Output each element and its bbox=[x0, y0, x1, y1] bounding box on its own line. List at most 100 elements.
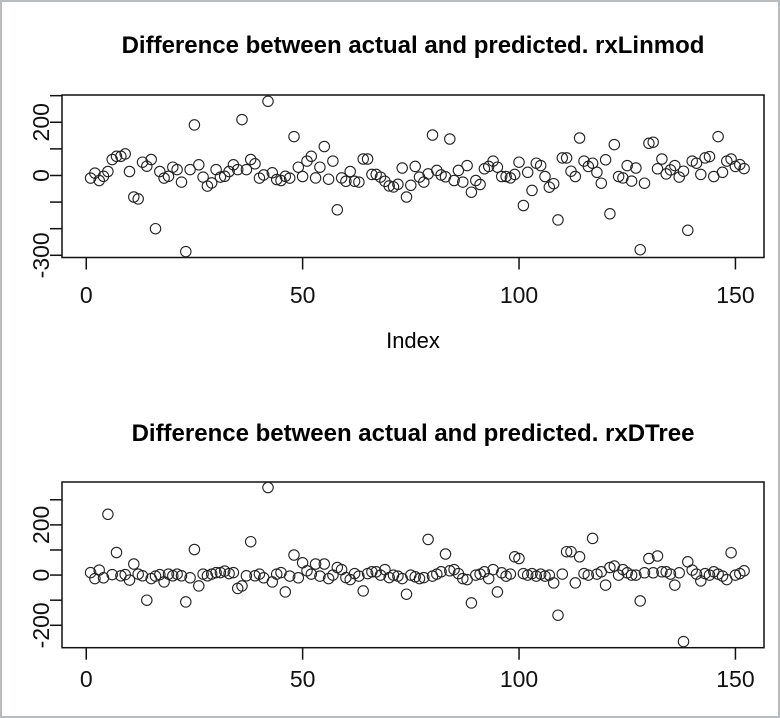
plot1-data-point bbox=[283, 172, 296, 184]
plot2-y-tick-label: 0 bbox=[28, 569, 54, 582]
plot1-data-point bbox=[573, 132, 586, 144]
plot2-data-point bbox=[309, 558, 322, 570]
plot2-data-point bbox=[353, 570, 365, 582]
plot2-data-point bbox=[262, 481, 274, 494]
plot1-data-point bbox=[188, 119, 201, 131]
plot2-data-point bbox=[669, 579, 681, 591]
plot1-data-point bbox=[738, 162, 750, 175]
plot1-data-point bbox=[136, 156, 149, 168]
plot2-data-point bbox=[448, 563, 460, 576]
plot2-data-point bbox=[513, 552, 525, 565]
plot1-data-point bbox=[465, 186, 478, 198]
plot2-data-point bbox=[686, 564, 698, 576]
plot1-data-point bbox=[547, 177, 560, 190]
plot2-data-point bbox=[439, 548, 452, 560]
plot2-data-point bbox=[634, 595, 646, 607]
plot1-box bbox=[61, 94, 765, 259]
plot2-data-point bbox=[651, 550, 664, 562]
plot2-data-point bbox=[560, 545, 573, 558]
plot1-data-point bbox=[409, 160, 421, 173]
plot2-data-point bbox=[418, 571, 430, 584]
plot1-data-point bbox=[236, 113, 248, 126]
plot1-data-point bbox=[180, 245, 192, 258]
plot2-data-point bbox=[482, 572, 495, 585]
plot1-data-point bbox=[608, 138, 621, 151]
plot1-data-point bbox=[716, 166, 729, 179]
plot2-data-point bbox=[357, 585, 369, 597]
plot2-data-point bbox=[296, 557, 309, 569]
plot2-data-point bbox=[552, 609, 564, 621]
plot2-data-point bbox=[457, 572, 469, 585]
plot1-data-point bbox=[669, 159, 681, 172]
plot1-data-point bbox=[448, 174, 460, 187]
plot2-data-point bbox=[569, 577, 582, 589]
plot1-data-point bbox=[344, 165, 356, 178]
plot2-y-tick-label: 200 bbox=[28, 506, 54, 544]
plot1-data-point bbox=[673, 171, 685, 183]
plot2-data-point bbox=[279, 586, 292, 598]
plot2-data-point bbox=[638, 567, 651, 579]
plot1-data-point bbox=[591, 166, 603, 179]
plot1-data-point bbox=[309, 172, 322, 184]
plot2-data-point bbox=[84, 566, 97, 579]
plot1-data-point bbox=[734, 158, 746, 171]
plot2-data-point bbox=[236, 580, 248, 592]
plot1-data-point bbox=[405, 179, 417, 192]
plot2-data-point bbox=[184, 572, 196, 584]
plot1-data-point bbox=[275, 174, 287, 187]
plot1-data-point bbox=[552, 214, 564, 226]
plot1-data-point bbox=[162, 170, 175, 183]
plot2-data-point bbox=[128, 558, 140, 570]
plot1-data-point bbox=[604, 208, 616, 220]
plot2-title: Difference between actual and predicted.… bbox=[131, 420, 695, 447]
plot2-data-point bbox=[188, 543, 201, 556]
plot1-data-point bbox=[444, 133, 456, 145]
plot1-data-point bbox=[392, 178, 404, 191]
plot2-data-point bbox=[556, 568, 569, 580]
plot2-data-point bbox=[504, 568, 517, 580]
plot2-y-tick-label: -200 bbox=[28, 602, 54, 648]
plot1-data-point bbox=[119, 148, 131, 160]
plot1-data-point bbox=[695, 168, 707, 181]
plot2-data-point bbox=[106, 568, 118, 581]
plot1-data-point bbox=[461, 159, 473, 172]
plot2-data-point bbox=[422, 533, 434, 546]
plot2-data-point bbox=[625, 569, 638, 581]
plot2-data-point bbox=[738, 565, 750, 577]
plot2-data-point bbox=[716, 570, 729, 582]
plot2-x-tick-label: 50 bbox=[290, 666, 316, 692]
plot1-data-point bbox=[677, 165, 690, 177]
plot2-data-point bbox=[322, 572, 335, 585]
plot2-data-point bbox=[643, 552, 655, 565]
plot1-x-tick-label: 150 bbox=[716, 282, 754, 308]
plot1-data-point bbox=[431, 164, 443, 177]
plot1-data-point bbox=[262, 95, 274, 108]
plot1-data-point bbox=[517, 199, 530, 212]
plot2-data-point bbox=[400, 588, 413, 600]
plot2-data-point bbox=[318, 558, 331, 570]
plot1-data-point bbox=[231, 163, 244, 176]
plot1-data-point bbox=[643, 137, 655, 150]
plot1-data-point bbox=[292, 161, 305, 173]
plot1-data-point bbox=[322, 173, 335, 185]
plot2-data-point bbox=[136, 570, 149, 582]
plot1-x-axis-label: Index bbox=[386, 328, 440, 353]
plot1-data-point bbox=[660, 168, 672, 180]
plot1-data-point bbox=[123, 165, 136, 178]
plot2-data-point bbox=[547, 577, 560, 589]
plot2-data-point bbox=[240, 570, 253, 582]
plot1-data-point bbox=[539, 170, 551, 183]
plot1-data-point bbox=[171, 163, 183, 176]
plot1-data-point bbox=[560, 152, 573, 164]
plot2-data-point bbox=[123, 574, 136, 586]
plot1-data-point bbox=[145, 153, 157, 166]
plot1-data-point bbox=[508, 168, 521, 181]
plot2-data-point bbox=[227, 566, 240, 579]
plot2-data-point bbox=[283, 570, 296, 582]
plot1-data-point bbox=[110, 150, 123, 163]
plot1-data-point bbox=[353, 176, 365, 188]
plot2-data-point bbox=[478, 566, 491, 578]
plot1-data-point bbox=[93, 174, 105, 187]
